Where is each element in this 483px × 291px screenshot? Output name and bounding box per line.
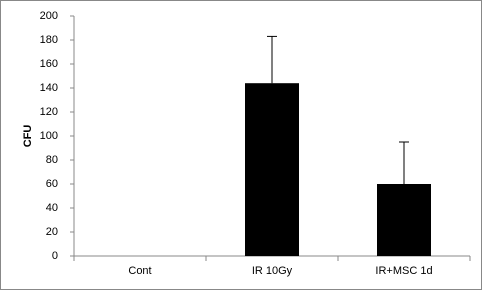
bar xyxy=(245,83,299,256)
y-axis-label: CFU xyxy=(22,125,34,148)
y-tick-label: 100 xyxy=(40,130,58,142)
x-tick-label: IR 10Gy xyxy=(252,265,293,277)
y-tick-label: 0 xyxy=(52,250,58,262)
error-bar xyxy=(267,35,277,84)
y-tick-label: 40 xyxy=(46,202,58,214)
y-tick-label: 120 xyxy=(40,106,58,118)
y-tick-label: 20 xyxy=(46,226,58,238)
y-tick-label: 180 xyxy=(40,34,58,46)
y-tick-label: 60 xyxy=(46,178,58,190)
x-tick-label: IR+MSC 1d xyxy=(375,265,432,277)
y-tick-label: 200 xyxy=(40,10,58,22)
bar xyxy=(377,184,431,256)
x-tick-label: Cont xyxy=(128,265,151,277)
y-tick-label: 80 xyxy=(46,154,58,166)
y-tick-label: 160 xyxy=(40,58,58,70)
error-bar xyxy=(399,141,409,184)
y-tick-label: 140 xyxy=(40,82,58,94)
